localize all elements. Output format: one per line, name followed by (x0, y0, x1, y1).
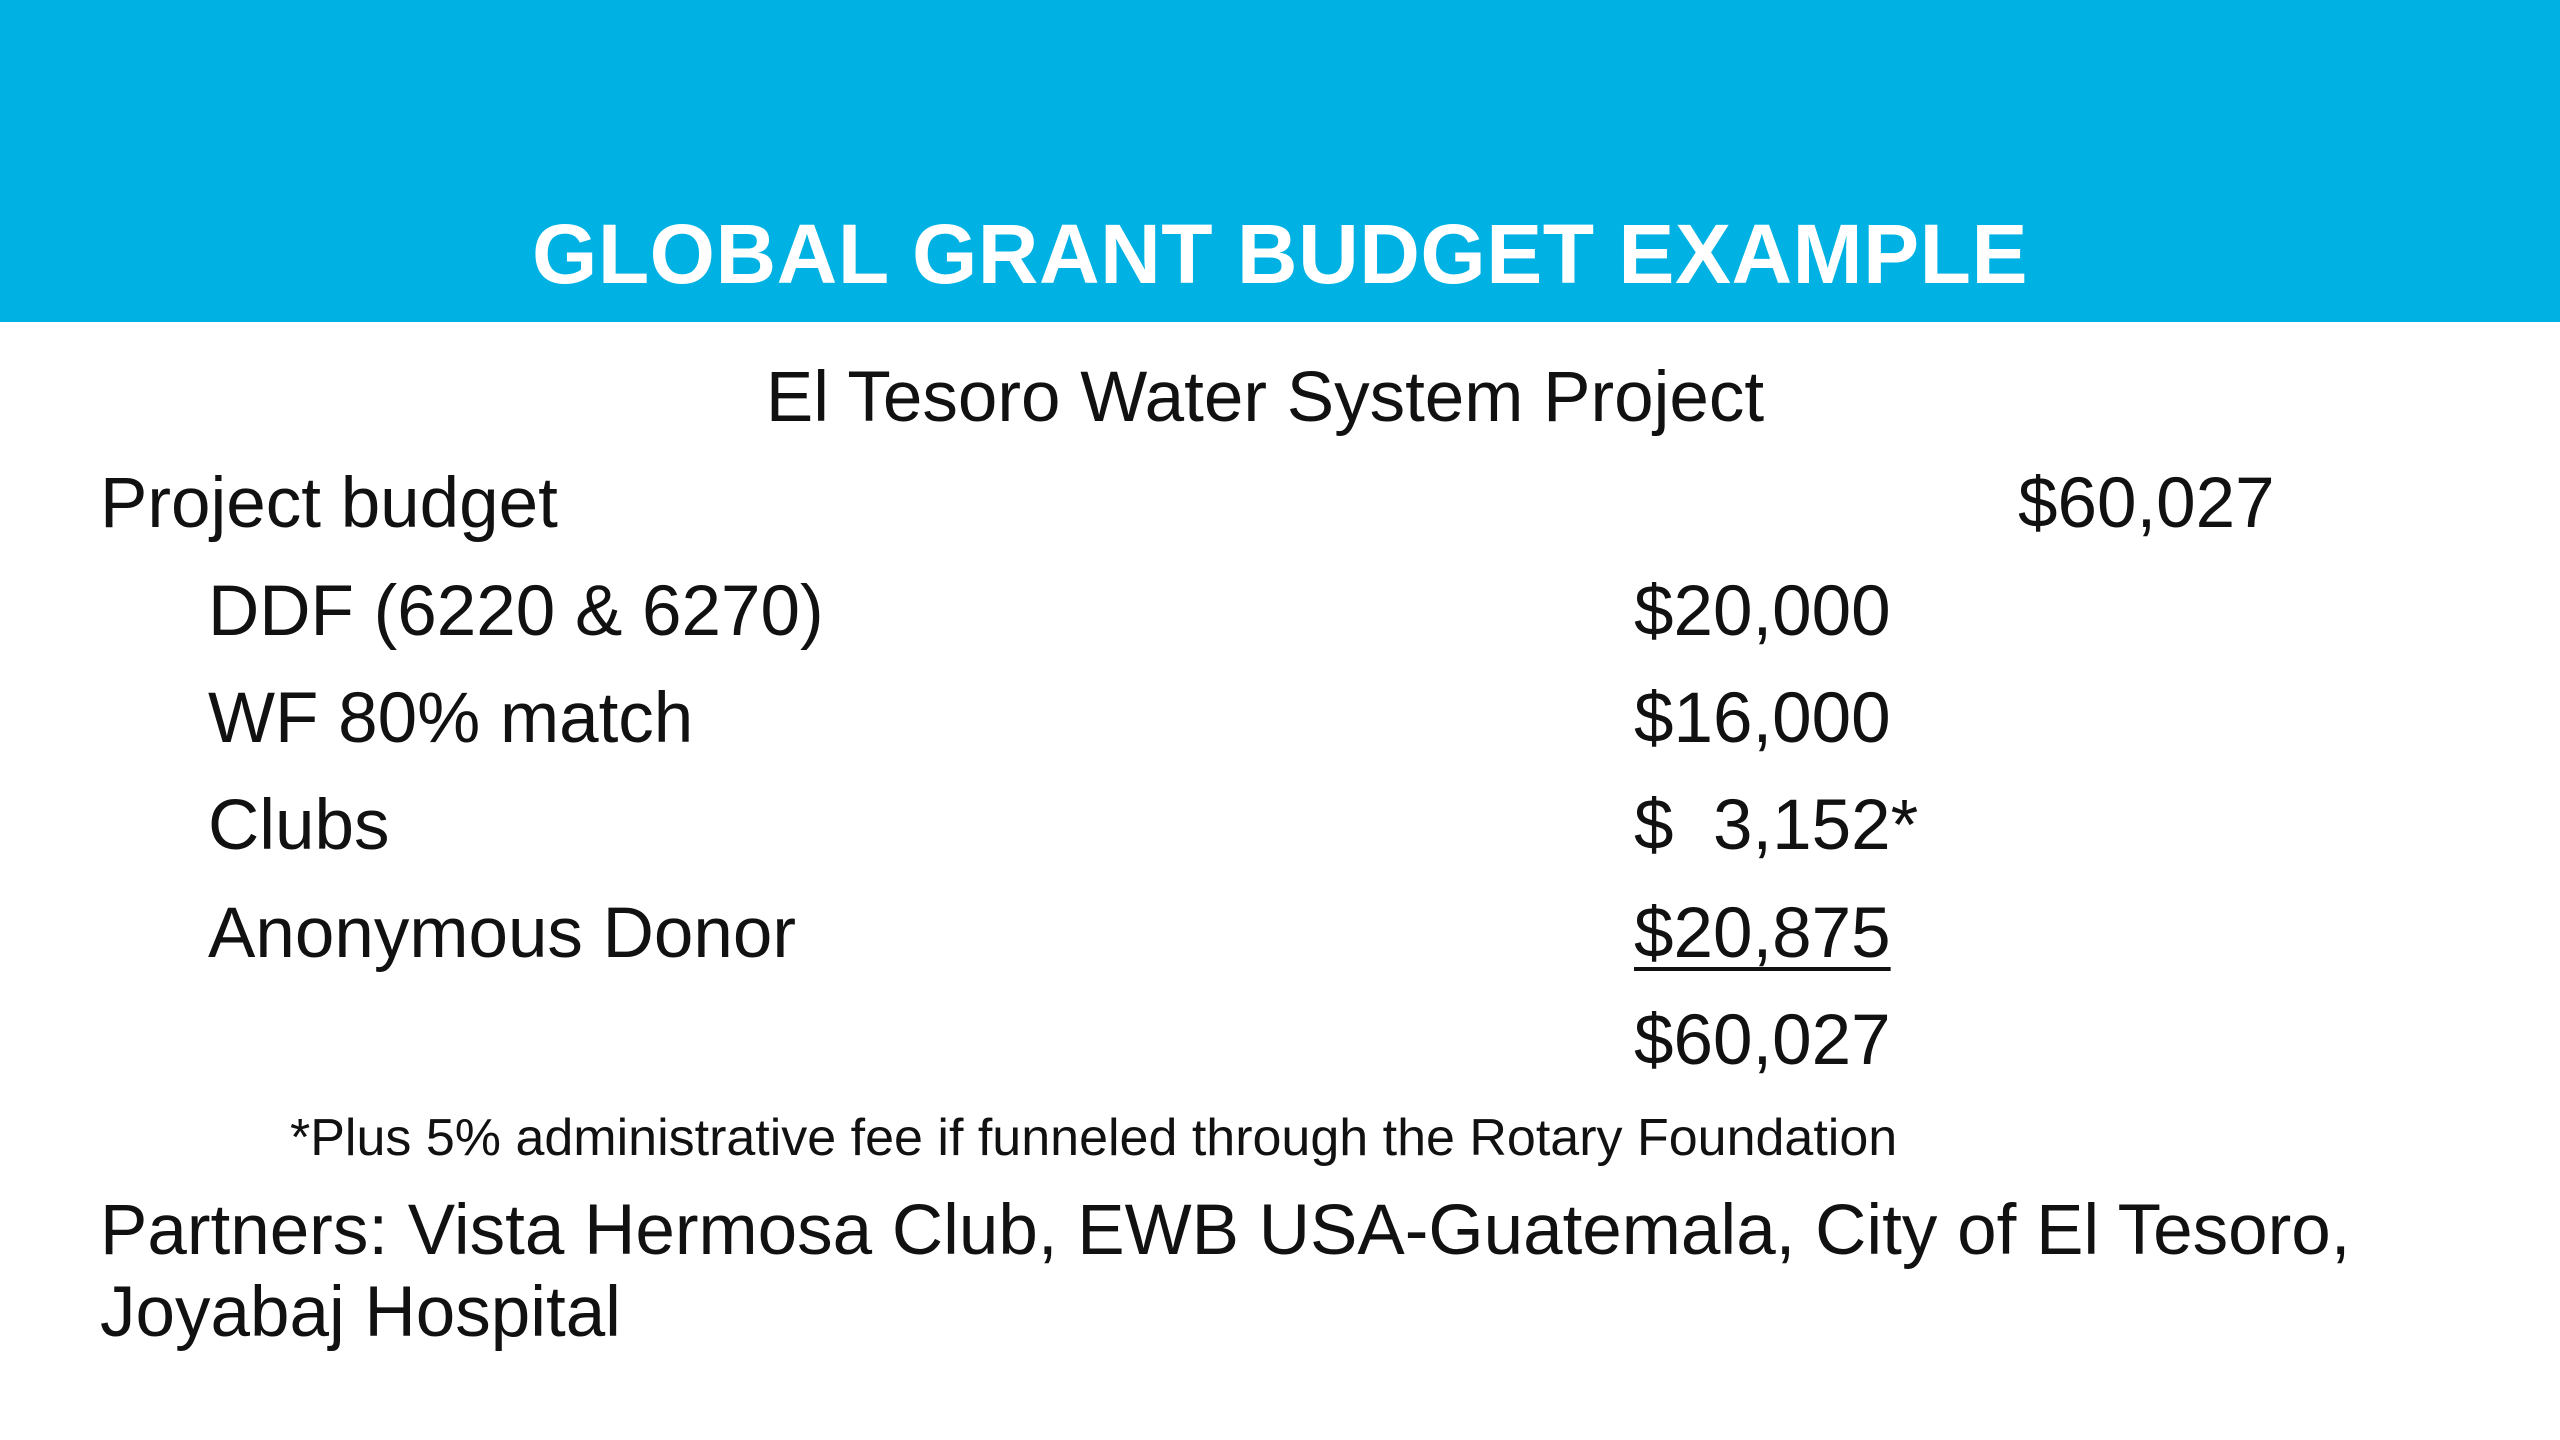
budget-item-donor-amount: $20,875 (1634, 894, 1891, 973)
budget-total-amount: $60,027 (1634, 1001, 1891, 1080)
budget-item-donor-label: Anonymous Donor (208, 894, 797, 973)
budget-item-wf-label: WF 80% match (208, 679, 694, 758)
project-budget-label: Project budget (100, 464, 558, 543)
header-band (0, 0, 2560, 322)
footnote: *Plus 5% administrative fee if funneled … (290, 1109, 1898, 1167)
budget-item-wf-amount: $16,000 (1634, 679, 1891, 758)
budget-item-ddf-label: DDF (6220 & 6270) (208, 572, 824, 651)
slide-title: GLOBAL GRANT BUDGET EXAMPLE (532, 207, 2028, 301)
budget-item-clubs-amount: $ 3,152* (1634, 786, 1919, 865)
project-subtitle: El Tesoro Water System Project (765, 358, 1765, 437)
budget-item-ddf-amount: $20,000 (1634, 572, 1891, 651)
budget-item-clubs-label: Clubs (208, 786, 390, 865)
project-budget-amount: $60,027 (2018, 464, 2275, 543)
partners-text: Partners: Vista Hermosa Club, EWB USA-Gu… (100, 1191, 2351, 1352)
